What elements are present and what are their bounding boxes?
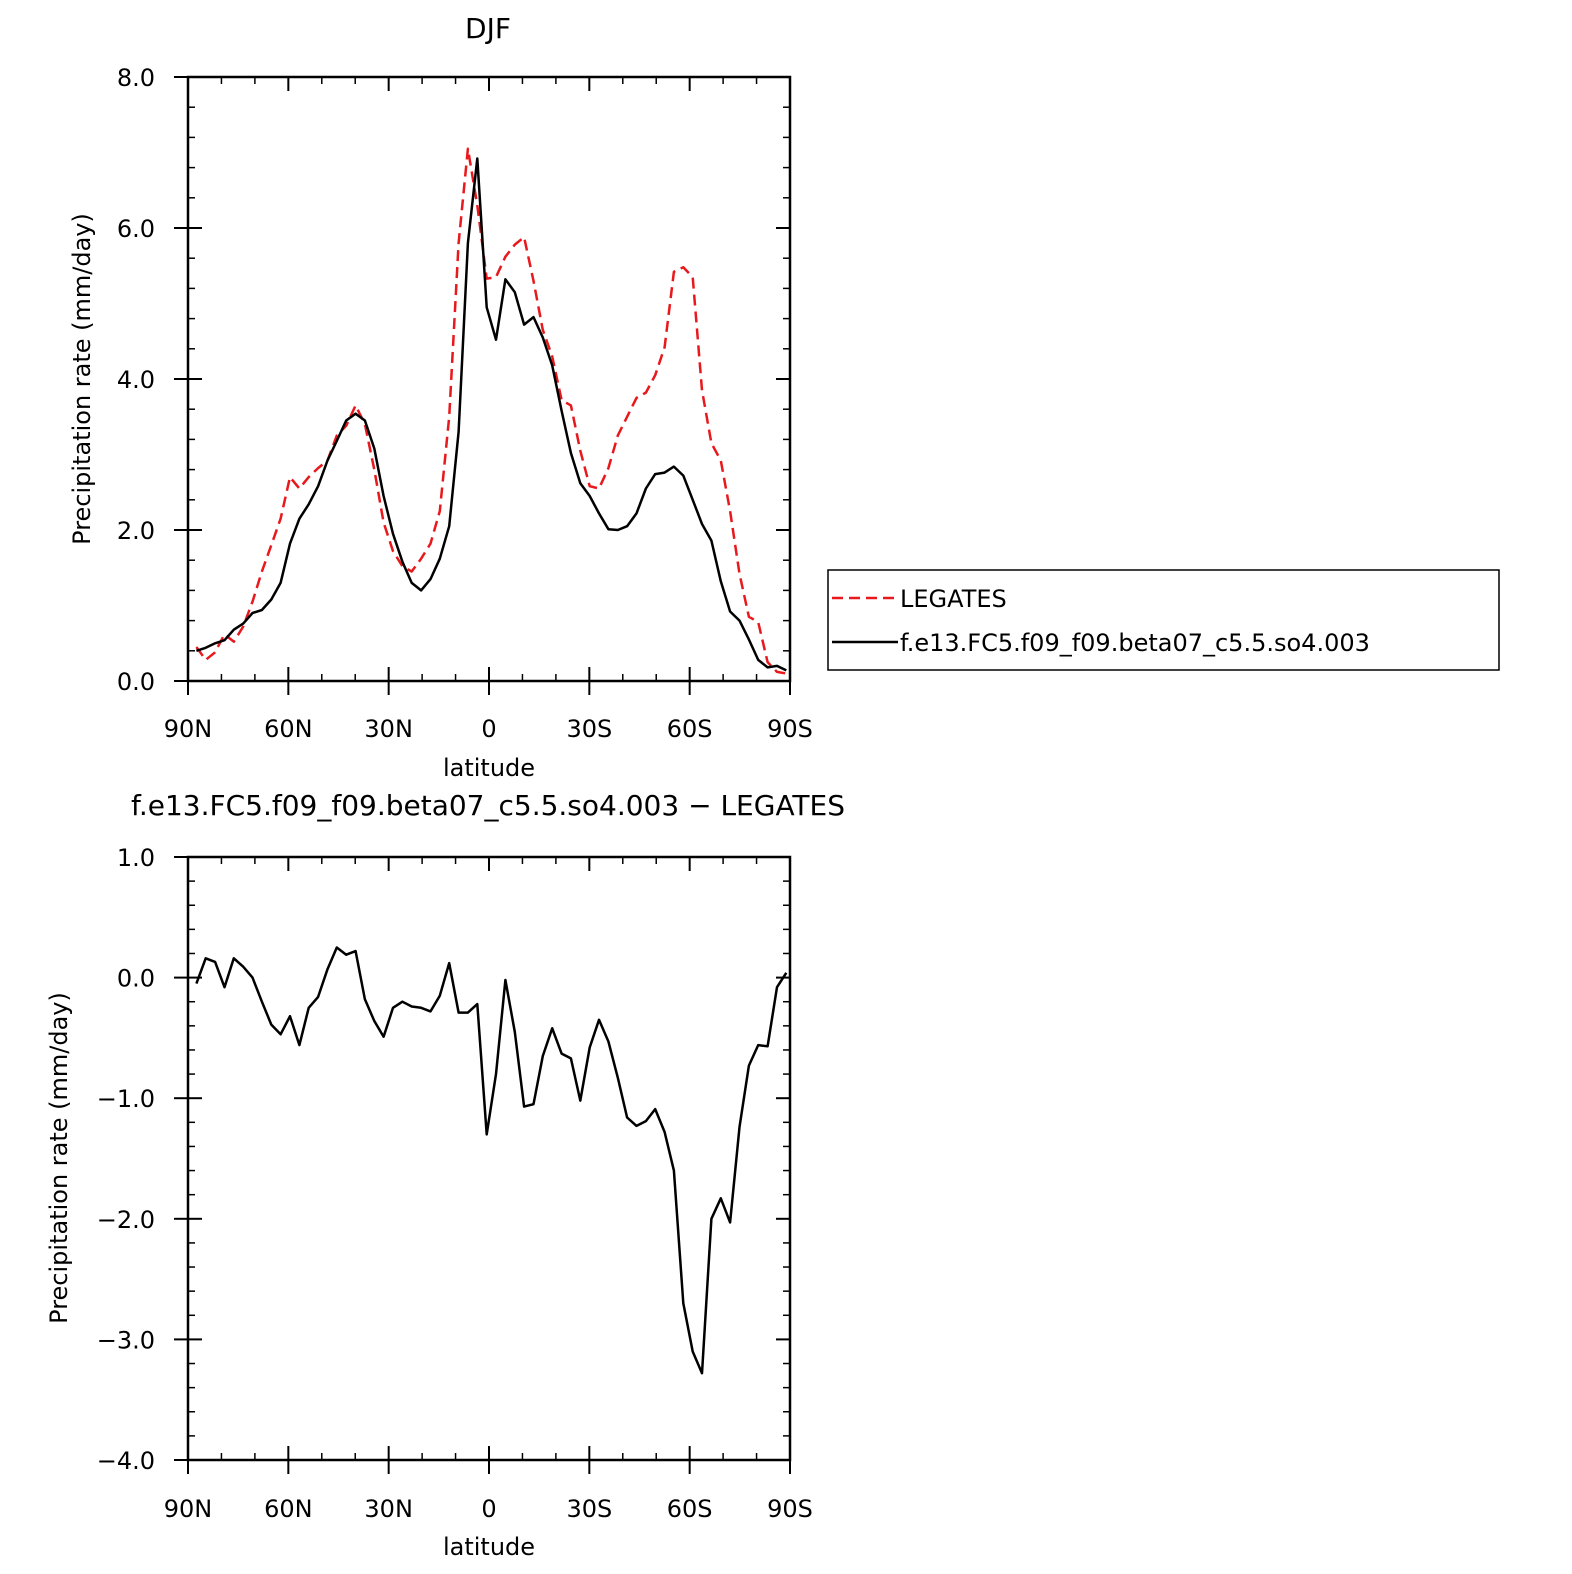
bottom-y-tick-label: −4.0 bbox=[97, 1447, 155, 1475]
legend-label-legates: LEGATES bbox=[900, 585, 1007, 613]
bottom-x-tick-label: 90S bbox=[767, 1495, 813, 1523]
bottom-y-tick-label: −3.0 bbox=[97, 1326, 155, 1354]
top-series-group bbox=[195, 147, 787, 675]
top-x-tick-label: 90N bbox=[164, 715, 213, 743]
bottom-y-tick-label: −1.0 bbox=[97, 1085, 155, 1113]
bottom-y-axis-label: Precipitation rate (mm/day) bbox=[45, 992, 73, 1324]
bottom-x-axis-label: latitude bbox=[443, 1533, 535, 1561]
top-x-tick-label: 30N bbox=[364, 715, 413, 743]
bottom-chart-title: f.e13.FC5.f09_f09.beta07_c5.5.so4.003 − … bbox=[131, 789, 845, 822]
top-series-line-model bbox=[196, 157, 787, 672]
top-x-tick-label: 0 bbox=[481, 715, 496, 743]
top-x-tick-label: 60N bbox=[264, 715, 313, 743]
top-x-tick-label: 60S bbox=[667, 715, 713, 743]
top-y-axis-label: Precipitation rate (mm/day) bbox=[68, 213, 96, 545]
top-chart-title: DJF bbox=[465, 12, 511, 45]
bottom-series-line-model bbox=[195, 946, 788, 1375]
bottom-y-tick-label: 1.0 bbox=[117, 844, 155, 872]
bottom-series-group bbox=[195, 946, 788, 1375]
top-y-tick-label: 0.0 bbox=[117, 668, 155, 696]
bottom-x-tick-label: 60S bbox=[667, 1495, 713, 1523]
bottom-axes: −4.0 −3.0 −2.0 −1.0 0.0 1.0 90N 60N 30N 0 30S 60S 90… bbox=[97, 844, 813, 1523]
top-series-line-legates bbox=[195, 147, 787, 675]
top-x-tick-label: 30S bbox=[566, 715, 612, 743]
bottom-plot-frame bbox=[186, 855, 792, 1462]
top-y-tick-label: 8.0 bbox=[117, 64, 155, 92]
top-y-tick-label: 2.0 bbox=[117, 517, 155, 545]
top-panel: DJF 0.0 2.0 4.0 6.0 8.0 90N 60N 30N 0 30S 60S 90S l… bbox=[68, 12, 1500, 782]
top-y-tick-label: 6.0 bbox=[117, 215, 155, 243]
legend: LEGATES f.e13.FC5.f09_f09.beta07_c5.5.so… bbox=[827, 569, 1500, 671]
bottom-y-tick-label: −2.0 bbox=[97, 1206, 155, 1234]
top-x-tick-label: 90S bbox=[767, 715, 813, 743]
bottom-panel: f.e13.FC5.f09_f09.beta07_c5.5.so4.003 − … bbox=[45, 789, 845, 1561]
top-axes: 0.0 2.0 4.0 6.0 8.0 90N 60N 30N 0 30S 60S 90S bbox=[117, 64, 813, 743]
bottom-x-tick-label: 30N bbox=[364, 1495, 413, 1523]
bottom-x-tick-label: 60N bbox=[264, 1495, 313, 1523]
bottom-x-tick-label: 30S bbox=[566, 1495, 612, 1523]
legend-label-model: f.e13.FC5.f09_f09.beta07_c5.5.so4.003 bbox=[900, 629, 1370, 657]
bottom-y-tick-label: 0.0 bbox=[117, 965, 155, 993]
legend-frame bbox=[827, 569, 1500, 671]
top-x-axis-label: latitude bbox=[443, 754, 535, 782]
top-plot-frame bbox=[186, 75, 792, 683]
bottom-x-tick-label: 90N bbox=[164, 1495, 213, 1523]
bottom-x-tick-label: 0 bbox=[481, 1495, 496, 1523]
top-y-tick-label: 4.0 bbox=[117, 366, 155, 394]
